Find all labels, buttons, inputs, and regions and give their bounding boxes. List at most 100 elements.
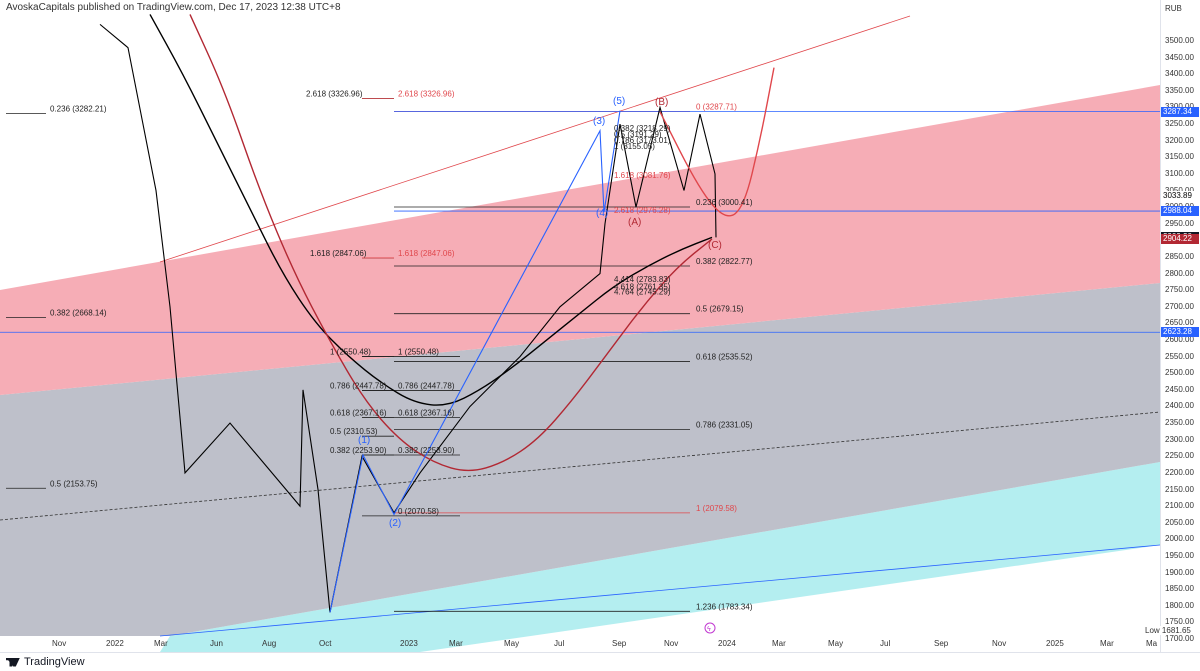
fib-main-label: 0 (2070.58) bbox=[398, 507, 439, 516]
price-tick-label: 2150.00 bbox=[1165, 484, 1194, 494]
price-tick-label: 1800.00 bbox=[1165, 600, 1194, 610]
price-tick-label: 1700.00 bbox=[1165, 634, 1194, 643]
ext-label: 4.414 (2783.83) bbox=[614, 275, 671, 284]
price-tick-label: 3200.00 bbox=[1165, 135, 1194, 145]
fib-right-label: 1 (2079.58) bbox=[696, 504, 737, 513]
time-tick-label: Sep bbox=[612, 639, 627, 648]
time-tick-label: May bbox=[828, 639, 843, 648]
wave-label: (B) bbox=[655, 97, 668, 108]
price-tick-label: 2100.00 bbox=[1165, 501, 1194, 511]
fib-top-label: 2.618 (2976.28) bbox=[614, 206, 671, 215]
red-channel bbox=[0, 85, 1160, 395]
price-tick-label: 1850.00 bbox=[1165, 584, 1194, 594]
price-tick-label: 3350.00 bbox=[1165, 85, 1194, 95]
svg-text:ϟ: ϟ bbox=[707, 626, 711, 633]
price-tick-label: 1750.00 bbox=[1165, 617, 1194, 627]
wave-label: (A) bbox=[628, 217, 641, 228]
fib-left-label: 0.382 (2668.14) bbox=[50, 308, 107, 317]
fib-right-label: 0.786 (2331.05) bbox=[696, 420, 753, 429]
time-tick-label: Jun bbox=[210, 639, 223, 648]
price-line bbox=[99, 23, 717, 613]
time-tick-label: Nov bbox=[664, 639, 678, 648]
time-tick-label: Mar bbox=[1100, 639, 1114, 648]
fib-main-label: 0.786 (2447.78) bbox=[398, 382, 455, 391]
fib-mid-red-label: 1.618 (2847.06) bbox=[398, 249, 455, 258]
wave-label: (5) bbox=[613, 96, 625, 107]
price-badge: 3033.89 bbox=[1161, 190, 1199, 201]
time-tick-label: Oct bbox=[319, 639, 332, 648]
ext-label: 4.618 (2761.35) bbox=[614, 282, 671, 291]
tradingview-logo-icon bbox=[6, 657, 20, 667]
time-tick-label: 2023 bbox=[400, 639, 418, 648]
price-tick-label: 2050.00 bbox=[1165, 517, 1194, 527]
wave-count-line bbox=[329, 110, 621, 613]
fib-main-label: 0.618 (2367.16) bbox=[398, 408, 455, 417]
fib-labels: 0.236 (3282.21) 0.382 (2668.14) 0.5 (2153.… bbox=[50, 89, 753, 611]
fib-main-label: 1 (2550.48) bbox=[398, 347, 439, 356]
time-axis: Nov 2022 Mar Jun Aug Oct 2023 Mar May Jul Sep Nov 20… bbox=[52, 639, 1158, 648]
ext-label: 4.764 (2745.29) bbox=[614, 288, 671, 297]
time-tick-label: Jul bbox=[554, 639, 564, 648]
price-tick-label: 2200.00 bbox=[1165, 467, 1194, 477]
fib-right-label: 1.236 (1783.34) bbox=[696, 602, 753, 611]
time-tick-label: Jul bbox=[880, 639, 890, 648]
price-badge: 2988.04 bbox=[1161, 206, 1199, 217]
price-scale[interactable]: RUB 3500.003450.003400.003350.003300.003… bbox=[1145, 0, 1200, 652]
wave-label: (4) bbox=[596, 208, 608, 219]
fib-mid-label: 0.382 (2253.90) bbox=[330, 446, 387, 455]
time-tick-label: Mar bbox=[154, 639, 168, 648]
price-tick-label: 3250.00 bbox=[1165, 119, 1194, 129]
price-tick-label: 2450.00 bbox=[1165, 384, 1194, 394]
wave-label: (C) bbox=[708, 240, 722, 251]
price-badge: 2623.28 bbox=[1161, 327, 1199, 338]
price-tick-label: 2400.00 bbox=[1165, 401, 1194, 411]
ext-label: 1 (3155.05) bbox=[614, 142, 655, 151]
price-tick-label: 2000.00 bbox=[1165, 534, 1194, 544]
publisher-header: AvoskaCapitals published on TradingView.… bbox=[6, 2, 341, 13]
price-badge: 3287.34 bbox=[1161, 106, 1199, 117]
price-tick-label: 2950.00 bbox=[1165, 218, 1194, 228]
fib-right-label: 0.5 (2679.15) bbox=[696, 305, 744, 314]
price-badge: 2904.22 bbox=[1161, 233, 1199, 244]
price-tick-label: 2750.00 bbox=[1165, 285, 1194, 295]
fib-mid-red-label: 2.618 (3326.96) bbox=[398, 89, 455, 98]
fib-right-label: 0.618 (2535.52) bbox=[696, 352, 753, 361]
price-tick-label: 2500.00 bbox=[1165, 368, 1194, 378]
time-tick-label: 2024 bbox=[718, 639, 736, 648]
price-series bbox=[99, 14, 775, 613]
time-tick-label: 2025 bbox=[1046, 639, 1064, 648]
fib-level-lines bbox=[0, 98, 1160, 612]
price-tick-label: 2350.00 bbox=[1165, 418, 1194, 428]
fib-left-label: 0.236 (3282.21) bbox=[50, 104, 107, 113]
ext-label: 0.786 (3173.01) bbox=[614, 136, 671, 145]
price-tick-label: 3050.00 bbox=[1165, 186, 1194, 195]
time-tick-label: Ma bbox=[1146, 639, 1158, 648]
price-tick-label: 2650.00 bbox=[1165, 318, 1194, 328]
wave-label: (3) bbox=[593, 116, 605, 127]
fib-top-label: 0 (3287.71) bbox=[696, 103, 737, 112]
price-tick-label: 2250.00 bbox=[1165, 451, 1194, 461]
wave-label: (2) bbox=[389, 518, 401, 529]
fib-mid-label: 1.618 (2847.06) bbox=[310, 249, 367, 258]
fib-mid-label: 0.786 (2447.78) bbox=[330, 382, 387, 391]
price-tick-label: 2700.00 bbox=[1165, 301, 1194, 311]
gray-channel bbox=[0, 283, 1160, 636]
channel-lower-line bbox=[159, 544, 1160, 637]
fib-main-label: 0.382 (2253.90) bbox=[398, 446, 455, 455]
price-tick-label: 2600.00 bbox=[1165, 335, 1194, 344]
tradingview-logo[interactable]: TradingView bbox=[6, 656, 85, 668]
time-tick-label: 2022 bbox=[106, 639, 124, 648]
chart-canvas[interactable]: 0.236 (3282.21) 0.382 (2668.14) 0.5 (2153.… bbox=[0, 0, 1160, 652]
timeline-icon[interactable]: ϟ bbox=[704, 622, 716, 634]
wave-labels: (1) (2) (3) (4) (5) (A) (B) (C) bbox=[358, 96, 722, 529]
price-tick-label: 1900.00 bbox=[1165, 567, 1194, 577]
low-label-text: Low bbox=[1145, 626, 1160, 635]
regression-channels bbox=[0, 15, 1160, 652]
footer-bar: TradingView bbox=[0, 652, 1200, 671]
channel-mid-dashed bbox=[0, 411, 1160, 521]
ext-label: 0.382 (3218.29) bbox=[614, 124, 671, 133]
time-tick-label: Nov bbox=[992, 639, 1006, 648]
price-tick-label: 3100.00 bbox=[1165, 168, 1194, 178]
fib-mid-label: 0.618 (2367.16) bbox=[330, 408, 387, 417]
fib-mid-label: 1 (2550.48) bbox=[330, 347, 371, 356]
